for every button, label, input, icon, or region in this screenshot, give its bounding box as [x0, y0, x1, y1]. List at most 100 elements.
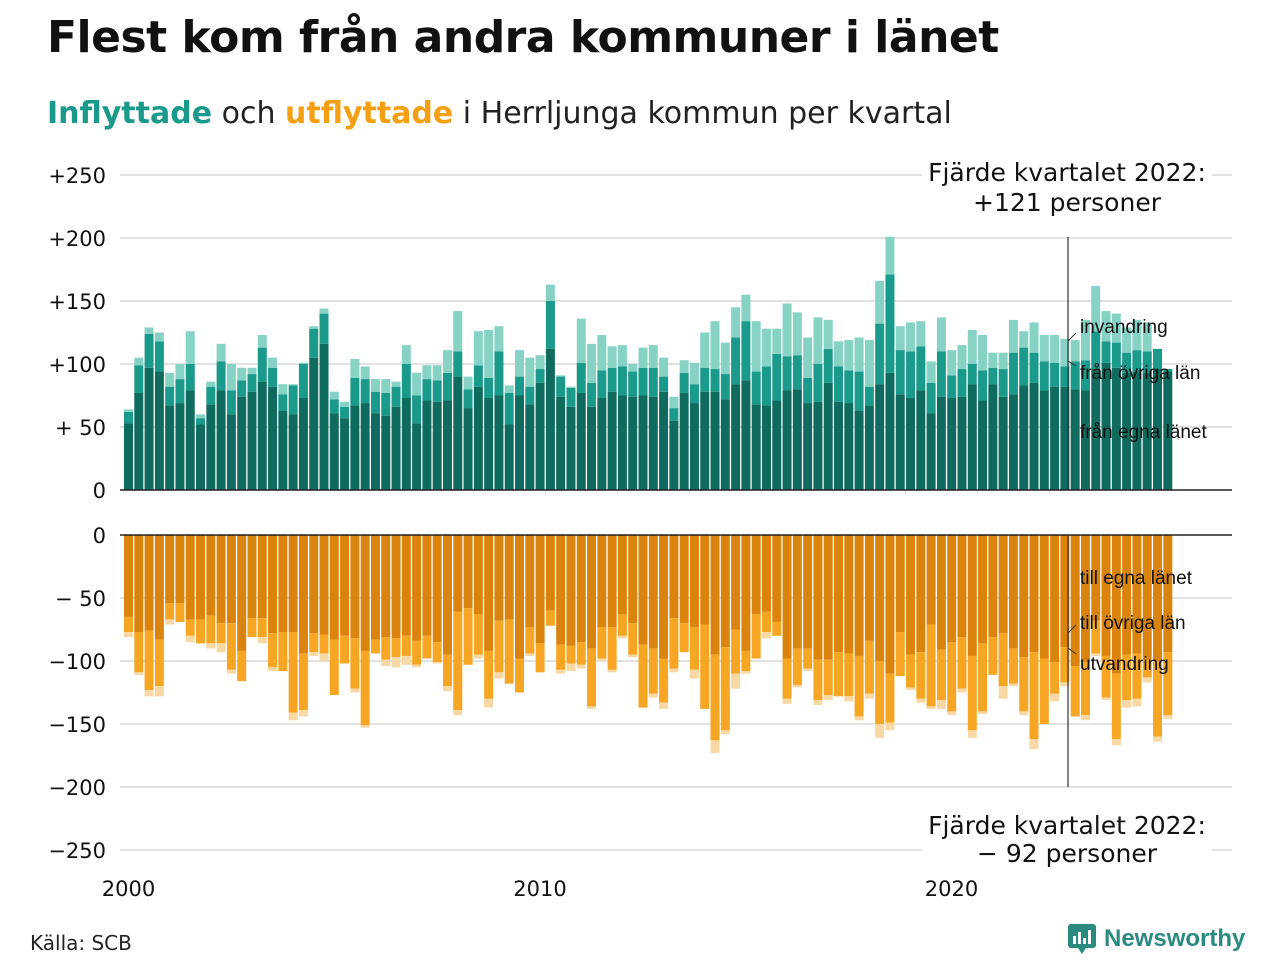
bar-out-segment	[1080, 715, 1090, 721]
bar-out-segment	[381, 535, 391, 638]
bar-in-segment	[1111, 313, 1121, 343]
bar-in-segment	[288, 384, 298, 386]
bar-out-segment	[412, 640, 422, 665]
y-tick-label-top: +200	[48, 227, 106, 251]
bar-in-segment	[659, 357, 669, 377]
bar-in-segment	[617, 345, 627, 367]
bar-in-segment	[463, 408, 473, 490]
bar-in-segment	[432, 401, 442, 490]
bar-out-segment	[957, 688, 967, 693]
bar-in-segment	[906, 322, 916, 352]
bar-out-segment	[988, 535, 998, 638]
bar-out-segment	[288, 632, 298, 713]
bar-in-segment	[823, 348, 833, 383]
bar-out-segment	[473, 654, 483, 659]
bar-out-segment	[761, 535, 771, 612]
bar-out-segment	[1070, 535, 1080, 667]
bar-out-segment	[391, 638, 401, 658]
bar-out-segment	[257, 637, 267, 644]
bar-out-segment	[144, 535, 154, 631]
bar-out-segment	[432, 535, 442, 643]
bar-out-segment	[391, 535, 401, 639]
bar-out-segment	[422, 635, 432, 659]
bar-out-segment	[710, 740, 720, 753]
bar-in-segment	[1163, 369, 1173, 372]
bar-out-segment	[298, 535, 308, 654]
bar-in-segment	[1050, 335, 1060, 363]
bar-in-segment	[1163, 371, 1173, 490]
bar-out-segment	[607, 535, 617, 627]
bar-in-segment	[792, 355, 802, 390]
bar-in-segment	[751, 371, 761, 405]
bar-in-segment	[628, 371, 638, 397]
bar-in-segment	[854, 410, 864, 490]
bar-in-segment	[782, 303, 792, 357]
bar-in-segment	[556, 396, 566, 490]
bar-in-segment	[597, 335, 607, 371]
bar-in-segment	[1111, 342, 1121, 368]
bar-out-segment	[751, 535, 761, 615]
bar-out-segment	[1039, 658, 1049, 724]
bar-out-segment	[288, 535, 298, 633]
bar-out-segment	[617, 614, 627, 636]
bar-out-segment	[1029, 652, 1039, 740]
bar-out-segment	[1091, 653, 1101, 656]
bar-in-segment	[1029, 352, 1039, 383]
bar-in-segment	[401, 364, 411, 399]
bar-in-segment	[309, 326, 319, 329]
bar-out-segment	[689, 626, 699, 670]
bar-in-segment	[978, 370, 988, 401]
bar-out-segment	[772, 535, 782, 622]
bar-out-segment	[617, 535, 627, 615]
bar-out-segment	[1070, 666, 1080, 717]
bar-in-segment	[772, 328, 782, 354]
bar-out-segment	[906, 654, 916, 688]
bar-out-segment	[1101, 655, 1111, 698]
bar-out-segment	[978, 643, 988, 712]
bar-in-segment	[659, 376, 669, 392]
bar-out-segment	[165, 619, 175, 625]
bar-out-segment	[175, 603, 185, 622]
bar-in-segment	[1153, 348, 1162, 370]
bar-in-segment	[1070, 340, 1080, 362]
bar-in-segment	[556, 375, 566, 377]
bar-out-segment	[741, 671, 751, 674]
bar-in-segment	[875, 323, 885, 385]
bar-out-segment	[1060, 535, 1070, 648]
bar-in-segment	[453, 376, 463, 490]
bar-out-segment	[1019, 535, 1029, 658]
bar-in-segment	[936, 396, 946, 490]
bar-in-segment	[268, 367, 278, 387]
bar-out-segment	[473, 614, 483, 655]
bar-out-segment	[134, 672, 144, 675]
bar-out-segment	[566, 645, 576, 664]
bar-in-segment	[1142, 372, 1152, 490]
bar-in-segment	[463, 376, 473, 390]
bar-out-segment	[875, 724, 885, 738]
bar-out-segment	[772, 621, 782, 636]
bar-out-segment	[381, 637, 391, 660]
bar-out-segment	[494, 535, 504, 621]
bar-out-segment	[864, 535, 874, 641]
bar-in-segment	[319, 308, 329, 314]
bar-in-segment	[1122, 327, 1132, 353]
bar-in-segment	[278, 384, 288, 395]
bar-in-segment	[134, 365, 144, 393]
bar-in-segment	[803, 337, 813, 378]
bar-in-segment	[1142, 351, 1152, 373]
bar-out-segment	[545, 610, 555, 626]
bar-in-segment	[1070, 389, 1080, 490]
bar-out-segment	[1019, 657, 1029, 712]
bar-out-segment	[957, 637, 967, 689]
bar-in-segment	[1091, 331, 1101, 370]
bar-out-segment	[124, 616, 133, 633]
y-tick-label-bottom: −150	[48, 713, 106, 737]
bar-in-segment	[309, 357, 319, 490]
bar-in-segment	[432, 380, 442, 402]
subtitle-utflyttade: utflyttade	[285, 96, 454, 131]
bar-in-segment	[412, 395, 422, 424]
bar-out-segment	[834, 535, 844, 653]
bar-in-segment	[1153, 369, 1162, 490]
annotation-top-line1: Fjärde kvartalet 2022:	[928, 158, 1206, 187]
bar-in-segment	[834, 341, 844, 367]
